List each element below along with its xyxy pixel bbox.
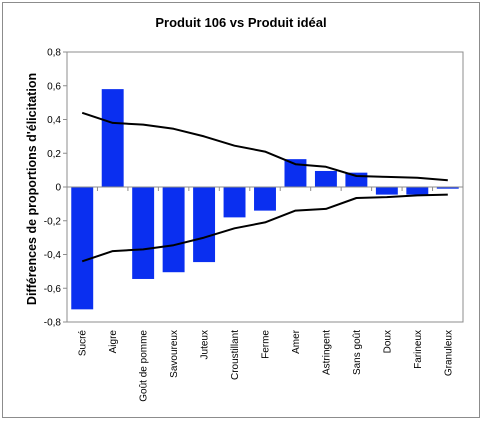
x-tick-label: Goût de pomme <box>139 330 150 402</box>
x-tick-label: Sans goût <box>352 330 363 375</box>
upper-threshold-line <box>81 111 448 182</box>
y-tick-label: -0,4 <box>44 250 62 261</box>
x-tick-label: Juteux <box>200 330 211 359</box>
bar <box>101 89 124 187</box>
x-tick-label: Astringent <box>321 330 332 375</box>
x-tick-label: Amer <box>291 329 302 354</box>
chart-title: Produit 106 vs Produit idéal <box>155 15 326 30</box>
bar <box>223 187 246 218</box>
bar <box>132 187 155 279</box>
y-tick-label: 0,4 <box>47 115 61 126</box>
lower-threshold-line <box>81 193 448 263</box>
y-tick-label: -0,6 <box>44 284 62 295</box>
y-tick-label: 0,6 <box>47 81 61 92</box>
bar <box>193 187 216 263</box>
y-tick-label: -0,2 <box>44 216 62 227</box>
bar <box>284 159 307 187</box>
y-tick-label: -0,8 <box>44 318 62 329</box>
bar <box>314 170 337 187</box>
plot-area: -0,8 -0,6 -0,4 -0,2 0 0,2 0,4 0,6 0,8 Sucré Aigre G… <box>44 48 464 402</box>
bar <box>71 187 94 310</box>
x-tick-label: Farineux <box>413 330 424 369</box>
bar <box>375 187 398 195</box>
x-tick-label: Doux <box>382 330 393 353</box>
bar <box>436 187 459 189</box>
x-tick-label: Granuleux <box>443 330 454 376</box>
y-tick-label: 0,8 <box>47 48 61 59</box>
bar <box>345 172 368 187</box>
bar <box>406 187 429 195</box>
x-tick-label: Ferme <box>261 330 272 359</box>
x-tick-label: Sucré <box>78 330 89 357</box>
bar <box>162 187 185 273</box>
y-tick-label: 0 <box>55 183 61 194</box>
y-tick-label: 0,2 <box>47 149 61 160</box>
y-axis-label: Différences de proportions d'élicitation <box>25 73 39 305</box>
bar <box>254 187 276 211</box>
x-tick-label: Croustillant <box>230 330 241 380</box>
x-tick-label: Savoureux <box>169 330 180 378</box>
x-tick-label: Aigre <box>108 330 119 354</box>
